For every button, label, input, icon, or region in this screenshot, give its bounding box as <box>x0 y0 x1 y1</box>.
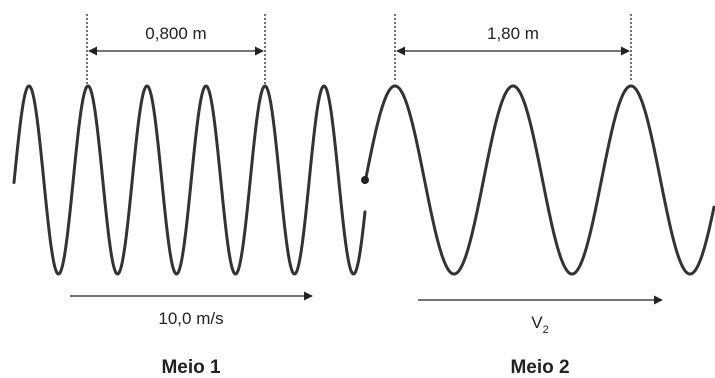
wavelength-marker-medium-2: 1,80 m <box>394 14 632 82</box>
wave-medium-2 <box>363 84 715 276</box>
medium-2-name: Meio 2 <box>510 357 569 378</box>
wavelength-label-medium-2: 1,80 m <box>487 24 539 43</box>
velocity-medium-2: V2 <box>418 295 663 336</box>
wavelength-label-medium-1: 0,800 m <box>145 24 206 43</box>
velocity-symbol: V <box>531 313 543 332</box>
velocity-subscript: 2 <box>543 324 549 336</box>
wave-medium-1 <box>12 84 367 276</box>
velocity-label-medium-2: V2 <box>531 313 548 336</box>
wavelength-marker-medium-1: 0,800 m <box>86 14 266 86</box>
boundary-point <box>361 176 369 184</box>
medium-1-name: Meio 1 <box>161 357 221 378</box>
velocity-label-medium-1: 10,0 m/s <box>158 309 223 328</box>
velocity-medium-1: 10,0 m/s <box>70 291 313 328</box>
